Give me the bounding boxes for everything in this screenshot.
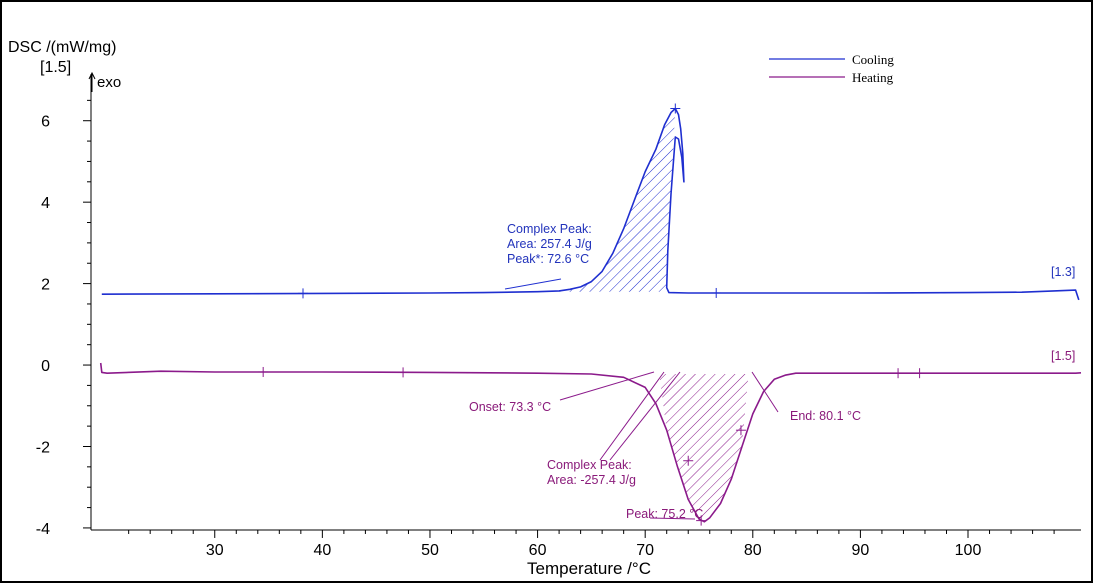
- cooling-peak-area-text: Area: 257.4 J/g: [507, 237, 592, 251]
- x-tick-label: 30: [206, 542, 224, 559]
- heating-peak-temp-text: Peak: 75.2 °C: [626, 507, 703, 521]
- onset-text: Onset: 73.3 °C: [469, 400, 551, 414]
- end-text: End: 80.1 °C: [790, 409, 861, 423]
- legend: Cooling Heating: [769, 52, 894, 85]
- cooling-peak-temp-text: Peak*: 72.6 °C: [507, 252, 589, 266]
- x-tick-label: 50: [421, 542, 439, 559]
- x-tick-label: 90: [852, 542, 870, 559]
- x-tick-label: 100: [955, 542, 982, 559]
- cooling-annotation-leader: [504, 278, 562, 290]
- exo-arrowhead-icon: [88, 71, 96, 80]
- complex-peak-leader-1: [599, 371, 665, 461]
- complex-peak-leader-2: [609, 371, 681, 461]
- cooling-peak-area: [559, 108, 676, 292]
- exo-label: exo: [97, 74, 121, 91]
- scale-marker: [1.5]: [40, 59, 71, 76]
- x-tick-label: 40: [313, 542, 331, 559]
- heating-peak-area: [659, 374, 749, 522]
- legend-label-cooling: Cooling: [852, 52, 894, 67]
- series-layer: [99, 107, 1082, 523]
- y-tick-label: -2: [36, 439, 50, 456]
- y-tick-label: 4: [41, 195, 50, 212]
- heating-annotations: Onset: 73.3 °C End: 80.1 °C Complex Peak…: [469, 371, 861, 521]
- legend-label-heating: Heating: [852, 70, 894, 85]
- heating-peak-title: Complex Peak:: [547, 458, 632, 472]
- end-leader: [751, 371, 779, 413]
- x-tick-label: 60: [529, 542, 547, 559]
- peak-temp-leader: [649, 517, 696, 520]
- y-axis-label: DSC /(mW/mg): [8, 39, 116, 56]
- markers: [258, 103, 925, 526]
- x-tick-label: 80: [744, 542, 762, 559]
- exo-indicator: exo: [88, 71, 121, 92]
- heating-curve: [99, 362, 1082, 523]
- heating-peak-area-text: Area: -257.4 J/g: [547, 473, 636, 487]
- axes: -4 -2 0 2 4 6 30 40 50 60 70 80 90 100: [36, 74, 1081, 559]
- cooling-curve: [101, 107, 1080, 301]
- y-tick-label: -4: [36, 521, 50, 538]
- cooling-end-label: [1.3]: [1051, 265, 1075, 279]
- onset-leader: [559, 371, 655, 401]
- y-tick-label: 6: [41, 114, 50, 131]
- cooling-annotation: Complex Peak: Area: 257.4 J/g Peak*: 72.…: [504, 222, 592, 290]
- y-tick-label: 2: [41, 277, 50, 294]
- heating-end-label: [1.5]: [1051, 349, 1075, 363]
- cooling-peak-title: Complex Peak:: [507, 222, 592, 236]
- y-tick-label: 0: [41, 358, 50, 375]
- x-axis-label: Temperature /°C: [527, 559, 651, 578]
- x-tick-label: 70: [636, 542, 654, 559]
